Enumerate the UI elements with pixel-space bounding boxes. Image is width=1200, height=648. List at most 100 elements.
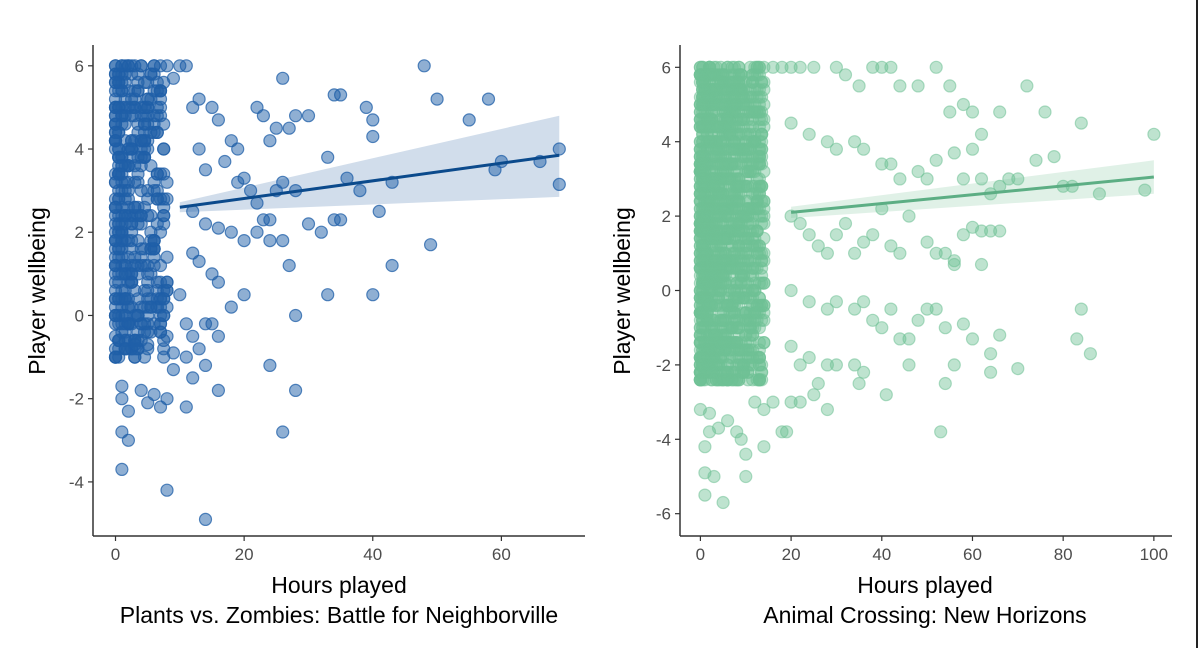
scatter-point	[893, 79, 907, 93]
scatter-point	[856, 295, 871, 309]
scatter-point	[256, 109, 270, 123]
scatter-point	[730, 75, 744, 89]
scatter-point	[263, 213, 277, 227]
regression-line	[179, 153, 560, 209]
scatter-point	[115, 392, 129, 406]
scatter-point	[372, 204, 386, 218]
scatter-points	[108, 59, 566, 527]
scatter-point	[131, 217, 145, 231]
scatter-point	[1011, 172, 1025, 186]
scatter-point	[993, 224, 1007, 238]
scatter-point	[108, 350, 123, 364]
scatter-point	[725, 336, 739, 350]
scatter-point	[276, 425, 290, 439]
scatter-point	[552, 177, 566, 191]
scatter-point	[153, 400, 168, 414]
scatter-point	[852, 376, 866, 391]
scatter-point	[745, 298, 760, 312]
scatter-point	[784, 283, 798, 298]
scatter-point	[965, 142, 980, 156]
scatter-point	[793, 60, 807, 74]
scatter-point	[693, 283, 708, 298]
scatter-point	[802, 127, 816, 141]
x-tick-label: 100	[1140, 545, 1168, 564]
scatter-point	[750, 313, 764, 327]
y-tick-label: -4	[656, 430, 671, 449]
scatter-point	[696, 105, 710, 119]
scatter-point	[166, 346, 180, 360]
scatter-point	[118, 292, 132, 306]
scatter-point	[716, 216, 730, 231]
scatter-point	[157, 292, 171, 306]
scatter-point	[282, 258, 296, 273]
scatter-point	[263, 358, 277, 372]
scatter-point	[211, 221, 225, 235]
scatter-point	[947, 146, 961, 160]
scatter-point	[160, 59, 174, 73]
y-tick-label: -4	[69, 473, 84, 492]
scatter-point	[147, 234, 161, 248]
scatter-point	[1147, 127, 1161, 141]
scatter-point	[289, 308, 303, 323]
y-tick-label: 0	[662, 282, 671, 301]
scatter-point	[218, 154, 232, 169]
scatter-point	[160, 483, 174, 497]
scatter-point	[693, 202, 708, 216]
y-tick-label: 6	[75, 57, 84, 76]
scatter-point	[743, 164, 757, 179]
scatter-point	[141, 396, 155, 410]
scatter-point	[929, 60, 943, 74]
scatter-point	[727, 298, 742, 312]
scatter-point	[752, 135, 767, 149]
scatter-point	[965, 105, 980, 119]
scatter-point	[1011, 362, 1025, 376]
y-tick-label: 4	[75, 140, 84, 159]
scatter-point	[934, 425, 948, 439]
scatter-point	[741, 343, 755, 357]
scatter-point	[723, 179, 737, 193]
scatter-point	[829, 142, 844, 156]
scatter-point	[884, 302, 898, 316]
scatter-point	[108, 234, 123, 248]
scatter-point	[875, 321, 889, 335]
scatter-point	[144, 159, 158, 173]
scatter-point	[974, 127, 989, 141]
scatter-point	[707, 105, 721, 119]
scatter-point	[121, 404, 135, 418]
scatter-point	[125, 92, 139, 106]
scatter-point	[224, 225, 238, 239]
scatter-point	[1074, 302, 1088, 316]
scatter-point	[153, 258, 168, 273]
y-ticks: -4 -2 0 2 4 6	[69, 57, 93, 492]
x-tick-label: 0	[696, 545, 705, 564]
scatter-point	[732, 172, 746, 186]
scatter-point	[938, 321, 952, 335]
scatter-point	[856, 365, 871, 379]
scatter-point	[160, 175, 174, 189]
scatter-point	[707, 82, 721, 97]
scatter-point	[462, 113, 476, 127]
scatter-point	[141, 338, 155, 352]
scatter-point	[829, 358, 844, 372]
scatter-point	[186, 371, 200, 385]
y-tick-label: -2	[69, 390, 84, 409]
scatter-point	[727, 246, 742, 260]
scatter-point	[237, 234, 251, 248]
scatter-point	[720, 112, 735, 127]
x-ticks: 0 20 40 60 80 100	[696, 536, 1168, 564]
scatter-point	[118, 217, 132, 231]
y-tick-label: 4	[662, 133, 671, 152]
scatter-point	[720, 231, 735, 245]
scatter-point	[750, 224, 764, 238]
scatter-point	[250, 196, 264, 210]
scatter-point	[552, 142, 566, 156]
chart-title: Plants vs. Zombies: Battle for Neighborv…	[120, 602, 558, 628]
scatter-point	[736, 105, 751, 119]
scatter-point	[334, 88, 348, 102]
border-line	[1196, 0, 1198, 648]
scatter-point	[1020, 79, 1034, 93]
chart-title: Animal Crossing: New Horizons	[763, 602, 1086, 628]
scatter-point	[366, 288, 380, 302]
scatter-point	[716, 157, 730, 171]
